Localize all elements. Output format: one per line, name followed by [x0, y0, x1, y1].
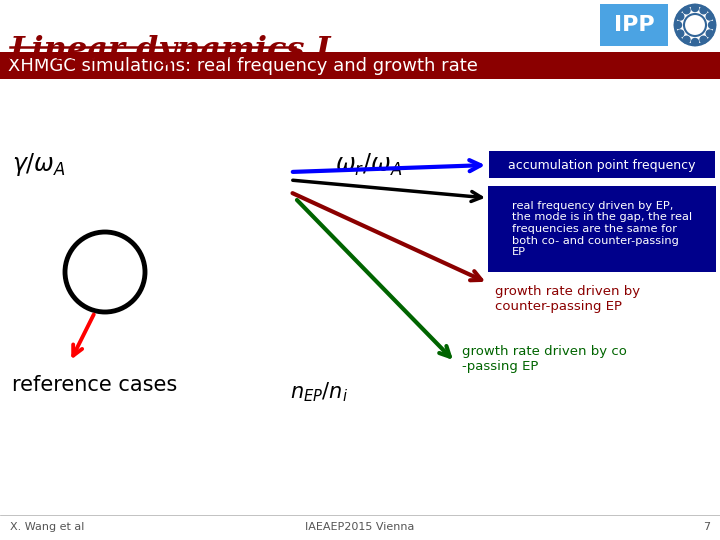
Text: XHMGC simulations: real frequency and growth rate: XHMGC simulations: real frequency and gr…	[8, 57, 478, 75]
FancyBboxPatch shape	[0, 52, 720, 79]
Text: IPP: IPP	[613, 15, 654, 35]
FancyBboxPatch shape	[488, 186, 716, 272]
Text: real frequency driven by EP,
the mode is in the gap, the real
frequencies are th: real frequency driven by EP, the mode is…	[512, 201, 692, 257]
Text: IAEAEP2015 Vienna: IAEAEP2015 Vienna	[305, 522, 415, 532]
Text: growth rate driven by co
-passing EP: growth rate driven by co -passing EP	[462, 345, 627, 373]
Text: accumulation point frequency: accumulation point frequency	[508, 159, 696, 172]
Circle shape	[691, 38, 698, 45]
FancyBboxPatch shape	[489, 151, 715, 178]
Circle shape	[677, 30, 684, 37]
Circle shape	[700, 36, 707, 43]
Text: reference cases: reference cases	[12, 375, 177, 395]
Text: growth rate driven by
counter-passing EP: growth rate driven by counter-passing EP	[495, 285, 640, 313]
Circle shape	[675, 22, 682, 29]
Text: $\gamma/\omega_A$: $\gamma/\omega_A$	[12, 152, 66, 179]
Text: X. Wang et al: X. Wang et al	[10, 522, 84, 532]
Circle shape	[691, 4, 698, 11]
Circle shape	[706, 30, 714, 37]
Circle shape	[677, 13, 684, 20]
Circle shape	[700, 7, 707, 14]
Text: 7: 7	[703, 522, 710, 532]
Circle shape	[683, 36, 690, 43]
Circle shape	[683, 7, 690, 14]
FancyBboxPatch shape	[600, 4, 668, 46]
Circle shape	[706, 13, 714, 20]
Text: $\omega_r/\omega_A$: $\omega_r/\omega_A$	[335, 152, 402, 178]
Text: $n_{EP}/n_i$: $n_{EP}/n_i$	[290, 380, 348, 404]
Text: Linear dynamics I.: Linear dynamics I.	[10, 35, 343, 66]
Circle shape	[708, 22, 716, 29]
